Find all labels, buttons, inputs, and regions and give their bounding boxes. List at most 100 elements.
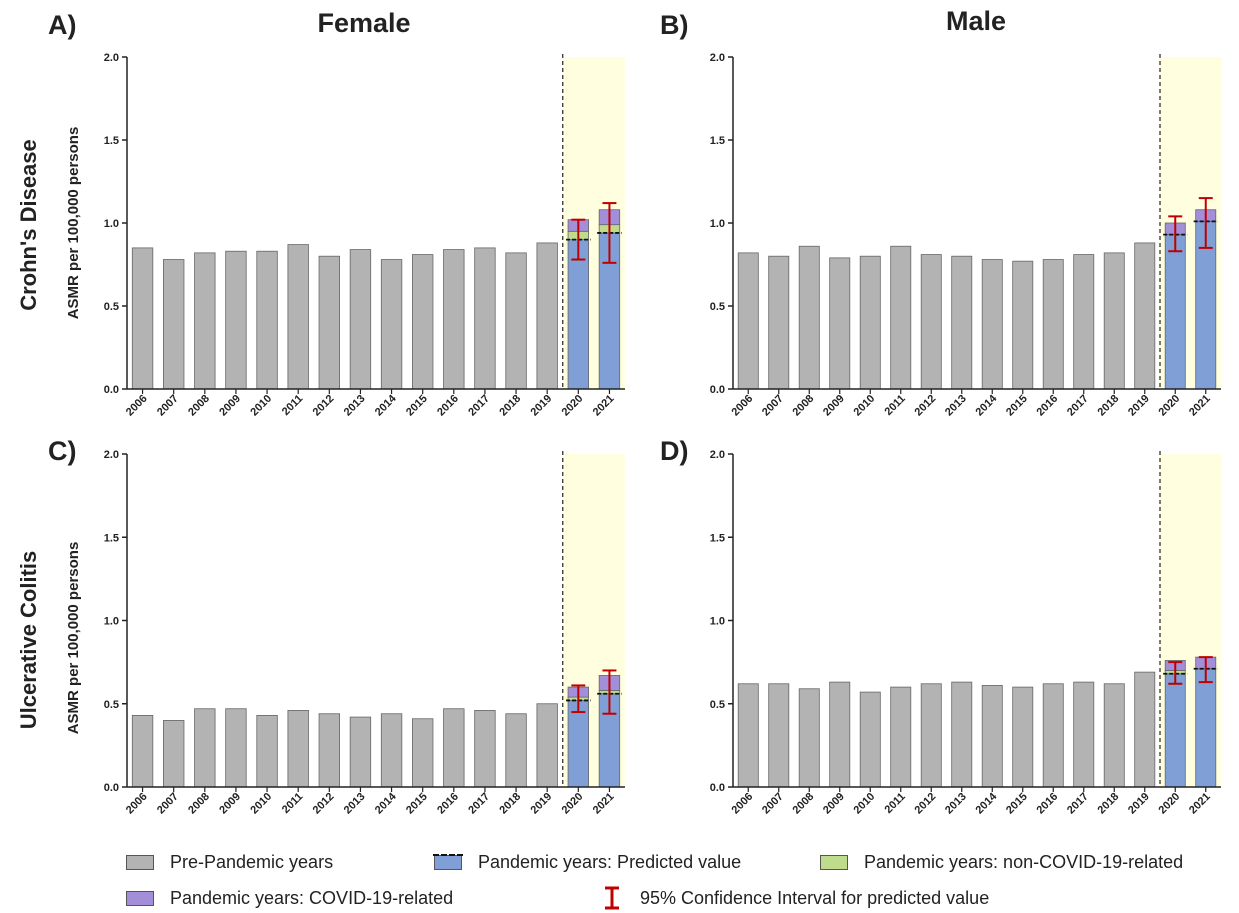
y-tick-label: 2.0 — [104, 52, 119, 64]
bar-2013 — [951, 255, 973, 390]
x-tick-label: 2010 — [852, 393, 878, 419]
bar-2010 — [256, 250, 278, 390]
x-tick-label: 2013 — [943, 393, 969, 419]
bar-2014 — [380, 713, 403, 788]
x-tick-label: 2015 — [1004, 393, 1030, 419]
legend-item-covid: Pandemic years: COVID-19-related — [126, 888, 453, 909]
y-tick-label: 2.0 — [710, 449, 725, 461]
chart-panel-a: A) ASMR per 100,000 persons 0.0 0.5 1.0 1.5… — [48, 10, 625, 418]
legend-label-predicted: Pandemic years: Predicted value — [478, 852, 742, 872]
bar-2016 — [1042, 259, 1064, 390]
bar-2015 — [412, 254, 434, 390]
x-tick-label: 2015 — [404, 791, 430, 817]
bar-2019 — [536, 242, 558, 390]
bar-2010 — [859, 255, 881, 390]
y-tick-label: 1.0 — [104, 218, 119, 230]
y-tick-label: 1.5 — [710, 532, 725, 544]
x-tick-label: 2021 — [1187, 791, 1213, 817]
panel-label: D) — [660, 436, 689, 466]
x-tick-label: 2011 — [883, 791, 908, 816]
y-tick-label: 0.5 — [710, 699, 725, 711]
x-tick-label: 2008 — [186, 393, 212, 419]
legend-label-non-covid: Pandemic years: non-COVID-19-related — [864, 852, 1184, 872]
bar-2013 — [951, 681, 973, 788]
bar-2007 — [163, 720, 185, 788]
row-title-uc: Ulcerative Colitis — [16, 551, 41, 730]
x-tick-label: 2014 — [373, 790, 399, 816]
x-tick-label: 2011 — [280, 393, 305, 418]
bar-2012 — [920, 683, 942, 788]
bar-2013 — [349, 249, 372, 390]
legend-label-ci: 95% Confidence Interval for predicted va… — [640, 887, 990, 908]
x-tick-label: 2018 — [497, 393, 523, 419]
legend-swatch-pre-pandemic — [126, 855, 154, 870]
bar-2007 — [768, 683, 790, 788]
bar-2006 — [737, 683, 759, 788]
bar-2009 — [829, 257, 851, 390]
y-tick-label: 1.0 — [710, 616, 725, 628]
bar-2008 — [798, 688, 820, 788]
x-tick-label: 2016 — [1035, 791, 1061, 817]
x-tick-label: 2020 — [1157, 791, 1183, 817]
y-tick-label: 0.5 — [104, 699, 119, 711]
y-tick-label: 0.0 — [104, 384, 119, 396]
x-tick-label: 2009 — [821, 791, 847, 817]
bar-2006 — [131, 247, 154, 390]
x-tick-label: 2007 — [155, 393, 181, 419]
x-tick-label: 2008 — [186, 791, 212, 817]
column-title-female: Female — [317, 8, 410, 38]
legend-item-ci: 95% Confidence Interval for predicted va… — [600, 886, 989, 910]
x-tick-label: 2009 — [217, 791, 243, 817]
chart-panel-c: C) ASMR per 100,000 persons 0.0 0.5 1.0 1.5… — [48, 436, 625, 816]
bar-2008 — [194, 252, 216, 390]
bar-2019 — [1134, 242, 1156, 390]
y-tick-label: 1.5 — [104, 135, 119, 147]
x-tick-label: 2019 — [1126, 393, 1152, 419]
x-tick-label: 2008 — [791, 393, 817, 419]
y-tick-label: 0.0 — [710, 384, 725, 396]
bar-2011 — [890, 245, 912, 390]
x-tick-label: 2019 — [529, 393, 555, 419]
bar-2014 — [981, 685, 1003, 788]
bar-2009 — [829, 681, 851, 788]
bar-2012 — [920, 254, 942, 390]
legend-label-pre-pandemic: Pre-Pandemic years — [170, 852, 334, 872]
bar-2007 — [163, 259, 185, 390]
x-tick-label: 2020 — [1157, 393, 1183, 419]
bar-predicted-2020 — [1164, 234, 1186, 390]
x-tick-label: 2018 — [1096, 393, 1122, 419]
bar-2014 — [380, 259, 403, 390]
bar-2013 — [349, 716, 372, 788]
bar-2012 — [318, 255, 340, 390]
x-tick-label: 2012 — [311, 791, 337, 817]
bar-2008 — [798, 245, 820, 390]
bar-2015 — [1012, 260, 1034, 390]
x-tick-label: 2010 — [248, 393, 274, 419]
bar-2015 — [1012, 686, 1034, 788]
bar-2011 — [890, 686, 912, 788]
bar-predicted-2020 — [567, 700, 589, 788]
x-tick-label: 2020 — [560, 791, 586, 817]
bar-2009 — [225, 250, 247, 390]
x-tick-label: 2006 — [124, 791, 150, 817]
bar-2017 — [474, 710, 496, 788]
x-tick-label: 2017 — [1065, 791, 1091, 817]
x-tick-label: 2021 — [591, 393, 617, 419]
bar-2014 — [981, 259, 1003, 390]
panel-label: C) — [48, 436, 77, 466]
y-tick-label: 0.5 — [710, 301, 725, 313]
x-tick-label: 2019 — [1126, 791, 1152, 817]
x-tick-label: 2007 — [760, 791, 786, 817]
bar-2018 — [1103, 683, 1125, 788]
bar-2015 — [412, 718, 434, 788]
bar-2018 — [505, 252, 527, 390]
x-tick-label: 2017 — [466, 393, 492, 419]
x-tick-label: 2014 — [373, 392, 399, 418]
bar-2017 — [1073, 681, 1095, 788]
bar-2009 — [225, 708, 247, 788]
x-tick-label: 2019 — [529, 791, 555, 817]
x-tick-label: 2010 — [248, 791, 274, 817]
bar-2016 — [443, 708, 465, 788]
